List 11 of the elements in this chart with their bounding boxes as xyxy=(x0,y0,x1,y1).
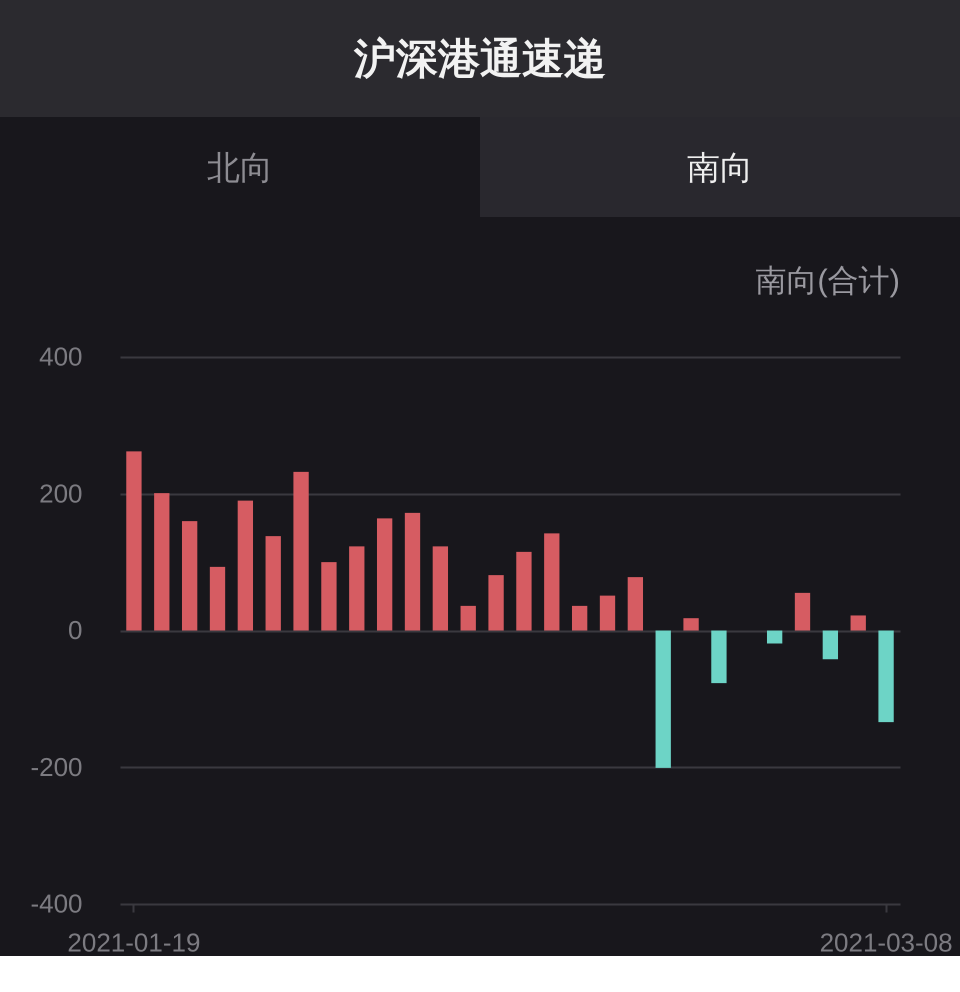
text: 南向(合计) xyxy=(755,263,900,298)
text: 南向 xyxy=(687,149,753,186)
y-tick-label: -200 xyxy=(30,752,82,782)
y-tick-label: 400 xyxy=(39,342,82,372)
chart-title: 沪深港通速递 xyxy=(353,35,606,82)
text: 北向 xyxy=(207,149,273,186)
y-tick-label: 200 xyxy=(39,478,82,508)
y-tick-label: 0 xyxy=(68,615,82,645)
x-tick-label: 2021-03-08 xyxy=(820,928,953,958)
y-tick-label: -400 xyxy=(30,888,82,918)
x-tick-label: 2021-01-19 xyxy=(67,928,200,958)
